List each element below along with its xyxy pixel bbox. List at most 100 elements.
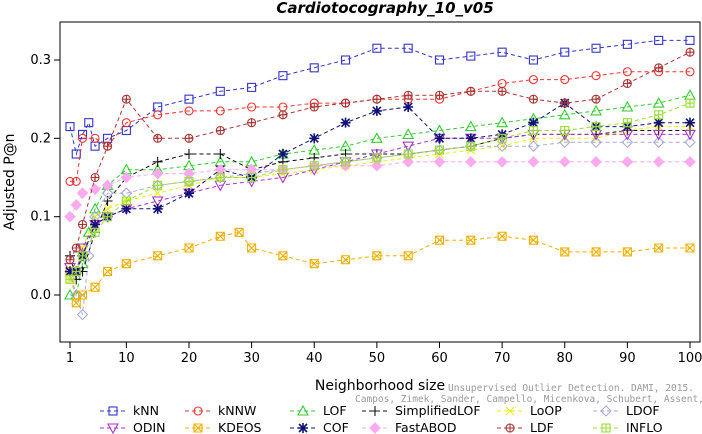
legend-label: LDOF	[626, 403, 660, 418]
data-point	[370, 132, 383, 143]
data-point	[505, 406, 515, 416]
data-point	[403, 102, 414, 112]
data-point	[496, 116, 509, 128]
x-tick-label: 80	[556, 351, 573, 366]
data-point	[215, 106, 225, 116]
legend-item-kdeos: KDEOS	[185, 420, 262, 434]
data-point	[277, 149, 288, 159]
data-point	[622, 78, 632, 89]
legend-label: KDEOS	[218, 420, 262, 434]
series-line	[69, 231, 690, 304]
data-point	[120, 171, 133, 184]
data-point	[685, 98, 695, 108]
data-point	[309, 161, 319, 171]
data-point	[71, 243, 81, 253]
data-point	[183, 149, 194, 159]
data-point	[184, 133, 194, 143]
data-point	[590, 104, 602, 116]
legend-label: SimplifiedLOF	[395, 403, 481, 418]
data-point	[247, 82, 257, 92]
legend-label: FastABOD	[395, 420, 457, 434]
data-point	[654, 243, 664, 253]
data-point	[590, 136, 602, 149]
data-point	[77, 251, 88, 261]
data-point	[684, 129, 696, 141]
data-point	[84, 118, 94, 128]
plot-frame	[59, 21, 701, 343]
data-point	[622, 67, 632, 77]
data-point	[434, 145, 445, 155]
data-point	[278, 251, 288, 261]
x-tick-label: 60	[431, 351, 448, 366]
data-point	[433, 156, 446, 168]
data-point	[247, 243, 257, 253]
data-point	[184, 106, 194, 116]
legend-item-loop: LoOP	[497, 403, 562, 418]
data-point	[89, 202, 101, 214]
data-point	[65, 255, 75, 265]
series-line	[69, 161, 690, 217]
data-point	[684, 136, 696, 149]
series-line	[69, 51, 691, 261]
legend-item-odin: ODIN	[100, 420, 166, 434]
data-point	[309, 259, 319, 269]
series-line	[69, 130, 690, 281]
data-point	[341, 255, 351, 265]
legend-label: LDF	[530, 420, 554, 434]
data-point	[70, 199, 83, 211]
legend-item-ldof: LDOF	[593, 403, 660, 418]
data-point	[685, 35, 695, 45]
data-point	[403, 149, 413, 159]
data-point	[340, 117, 351, 128]
data-point	[71, 298, 81, 308]
data-point	[121, 196, 131, 206]
data-point	[372, 94, 382, 104]
data-point	[528, 125, 538, 136]
data-point	[560, 98, 570, 108]
data-point	[121, 118, 131, 128]
x-tick-label: 10	[118, 351, 135, 366]
data-point	[505, 423, 515, 433]
series-fastabod	[64, 156, 696, 223]
data-point	[65, 122, 75, 132]
data-point	[121, 94, 131, 104]
x-tick-label: 70	[494, 351, 511, 366]
data-point	[403, 43, 413, 53]
data-point	[103, 212, 113, 222]
y-tick-label: 0.1	[30, 210, 51, 225]
legend-item-knnw: kNNW	[185, 403, 256, 418]
data-point	[466, 51, 476, 61]
data-point	[497, 231, 507, 241]
data-point	[183, 188, 194, 199]
data-point	[497, 133, 507, 143]
data-point	[601, 423, 611, 433]
data-point	[193, 423, 203, 433]
series-layer	[64, 35, 696, 321]
data-point	[71, 176, 81, 186]
data-point	[70, 289, 83, 301]
series-kdeos	[65, 227, 695, 308]
series-knn	[65, 35, 695, 159]
data-point	[339, 140, 352, 151]
data-point	[402, 156, 414, 168]
data-point	[90, 227, 100, 237]
data-point	[65, 274, 75, 284]
y-axis: 0.0 0.1 0.2 0.3	[30, 53, 60, 303]
data-point	[370, 406, 380, 416]
x-tick-label: 30	[243, 351, 260, 366]
data-point	[83, 250, 95, 262]
data-point	[528, 75, 538, 85]
data-point	[560, 47, 570, 57]
data-point	[402, 141, 415, 153]
series-inflo	[65, 98, 695, 284]
data-point	[76, 308, 89, 321]
data-point	[528, 117, 539, 128]
data-point	[90, 219, 101, 230]
legend-item-inflo: INFLO	[593, 420, 663, 434]
data-point	[558, 136, 571, 149]
data-point	[298, 423, 308, 433]
data-point	[372, 43, 382, 53]
data-point	[278, 110, 288, 120]
legend-item-ldf: LDF	[497, 420, 554, 434]
data-point	[652, 96, 665, 108]
